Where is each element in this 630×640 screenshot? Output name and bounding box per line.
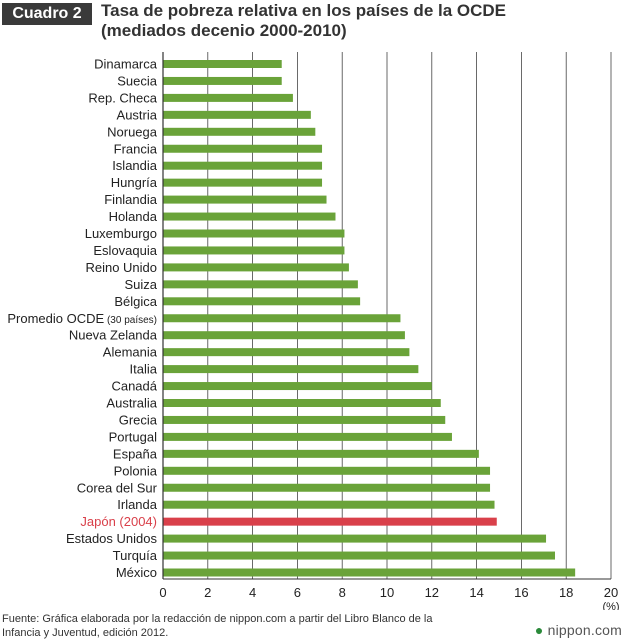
logo-text: nippon.com (547, 622, 622, 638)
bar-22 (163, 432, 452, 441)
category-label-20: Australia (106, 396, 157, 411)
x-tick-label-0: 0 (159, 585, 166, 600)
category-label-0: Dinamarca (94, 57, 158, 72)
x-tick-label-20: 20 (604, 585, 618, 600)
bar-29 (163, 551, 555, 560)
bar-24 (163, 466, 491, 475)
category-label-23: España (113, 446, 158, 461)
category-label-5: Francia (114, 141, 158, 156)
bar-19 (163, 382, 432, 391)
bar-17 (163, 348, 410, 357)
bar-25 (163, 483, 491, 492)
bar-18 (163, 365, 419, 374)
x-tick-label-16: 16 (514, 585, 528, 600)
category-label-13: Suiza (124, 277, 157, 292)
x-tick-label-6: 6 (294, 585, 301, 600)
bar-12 (163, 263, 349, 272)
category-label-16: Nueva Zelanda (69, 328, 158, 343)
category-label-27: Japón (2004) (80, 514, 157, 529)
category-label-25: Corea del Sur (77, 480, 158, 495)
category-label-21: Grecia (119, 412, 158, 427)
x-tick-label-4: 4 (249, 585, 256, 600)
bar-10 (163, 229, 345, 238)
bar-30 (163, 568, 576, 577)
x-tick-label-10: 10 (380, 585, 394, 600)
bar-16 (163, 331, 405, 340)
category-label-15: Promedio OCDE (30 países) (7, 311, 157, 326)
category-label-9: Holanda (109, 209, 158, 224)
x-tick-label-12: 12 (425, 585, 439, 600)
source-note: Fuente: Gráfica elaborada por la redacci… (2, 612, 482, 640)
x-tick-label-14: 14 (469, 585, 483, 600)
nippon-logo: ● nippon.com (535, 622, 622, 638)
bar-6 (163, 161, 323, 170)
category-label-18: Italia (130, 362, 158, 377)
title-line-2: (mediados decenio 2000-2010) (101, 21, 347, 40)
source-line-1: Fuente: Gráfica elaborada por la redacci… (2, 613, 433, 625)
category-label-29: Turquía (113, 548, 158, 563)
chart-badge: Cuadro 2 (2, 3, 92, 25)
bar-2 (163, 93, 293, 102)
bar-21 (163, 415, 446, 424)
bar-27 (163, 517, 497, 526)
bar-4 (163, 127, 316, 136)
category-label-22: Portugal (109, 429, 158, 444)
bar-28 (163, 534, 547, 543)
x-tick-label-8: 8 (339, 585, 346, 600)
bar-5 (163, 144, 323, 153)
category-label-7: Hungría (111, 175, 158, 190)
category-label-10: Luxemburgo (85, 226, 157, 241)
category-label-4: Noruega (107, 124, 158, 139)
bar-7 (163, 178, 323, 187)
bar-1 (163, 76, 282, 85)
bar-26 (163, 500, 495, 509)
bar-8 (163, 195, 327, 204)
bar-23 (163, 449, 479, 458)
bar-11 (163, 246, 345, 255)
category-label-2: Rep. Checa (88, 90, 157, 105)
category-label-19: Canadá (111, 379, 157, 394)
bar-13 (163, 280, 358, 289)
category-label-6: Islandia (112, 158, 158, 173)
title-line-1: Tasa de pobreza relativa en los países d… (101, 1, 507, 20)
category-label-24: Polonia (114, 463, 158, 478)
category-label-26: Irlanda (117, 497, 158, 512)
x-tick-label-2: 2 (204, 585, 211, 600)
category-label-11: Eslovaquia (93, 243, 157, 258)
bar-14 (163, 297, 361, 306)
x-unit-label: (%) (602, 601, 619, 610)
category-label-3: Austria (117, 107, 158, 122)
category-label-12: Reino Unido (85, 260, 157, 275)
bar-20 (163, 399, 441, 407)
bar-9 (163, 212, 336, 221)
bar-0 (163, 60, 282, 68)
category-label-14: Bélgica (114, 294, 157, 309)
category-label-1: Suecia (117, 73, 158, 88)
x-tick-label-18: 18 (559, 585, 573, 600)
chart-title: Tasa de pobreza relativa en los países d… (101, 1, 621, 41)
category-label-30: México (116, 565, 157, 580)
bar-15 (163, 314, 401, 323)
logo-dot-icon: ● (534, 622, 544, 638)
bar-3 (163, 110, 311, 119)
source-line-2: Infancia y Juventud, edición 2012. (2, 627, 169, 639)
category-label-28: Estados Unidos (66, 531, 158, 546)
category-label-8: Finlandia (104, 192, 158, 207)
category-label-17: Alemania (103, 345, 158, 360)
